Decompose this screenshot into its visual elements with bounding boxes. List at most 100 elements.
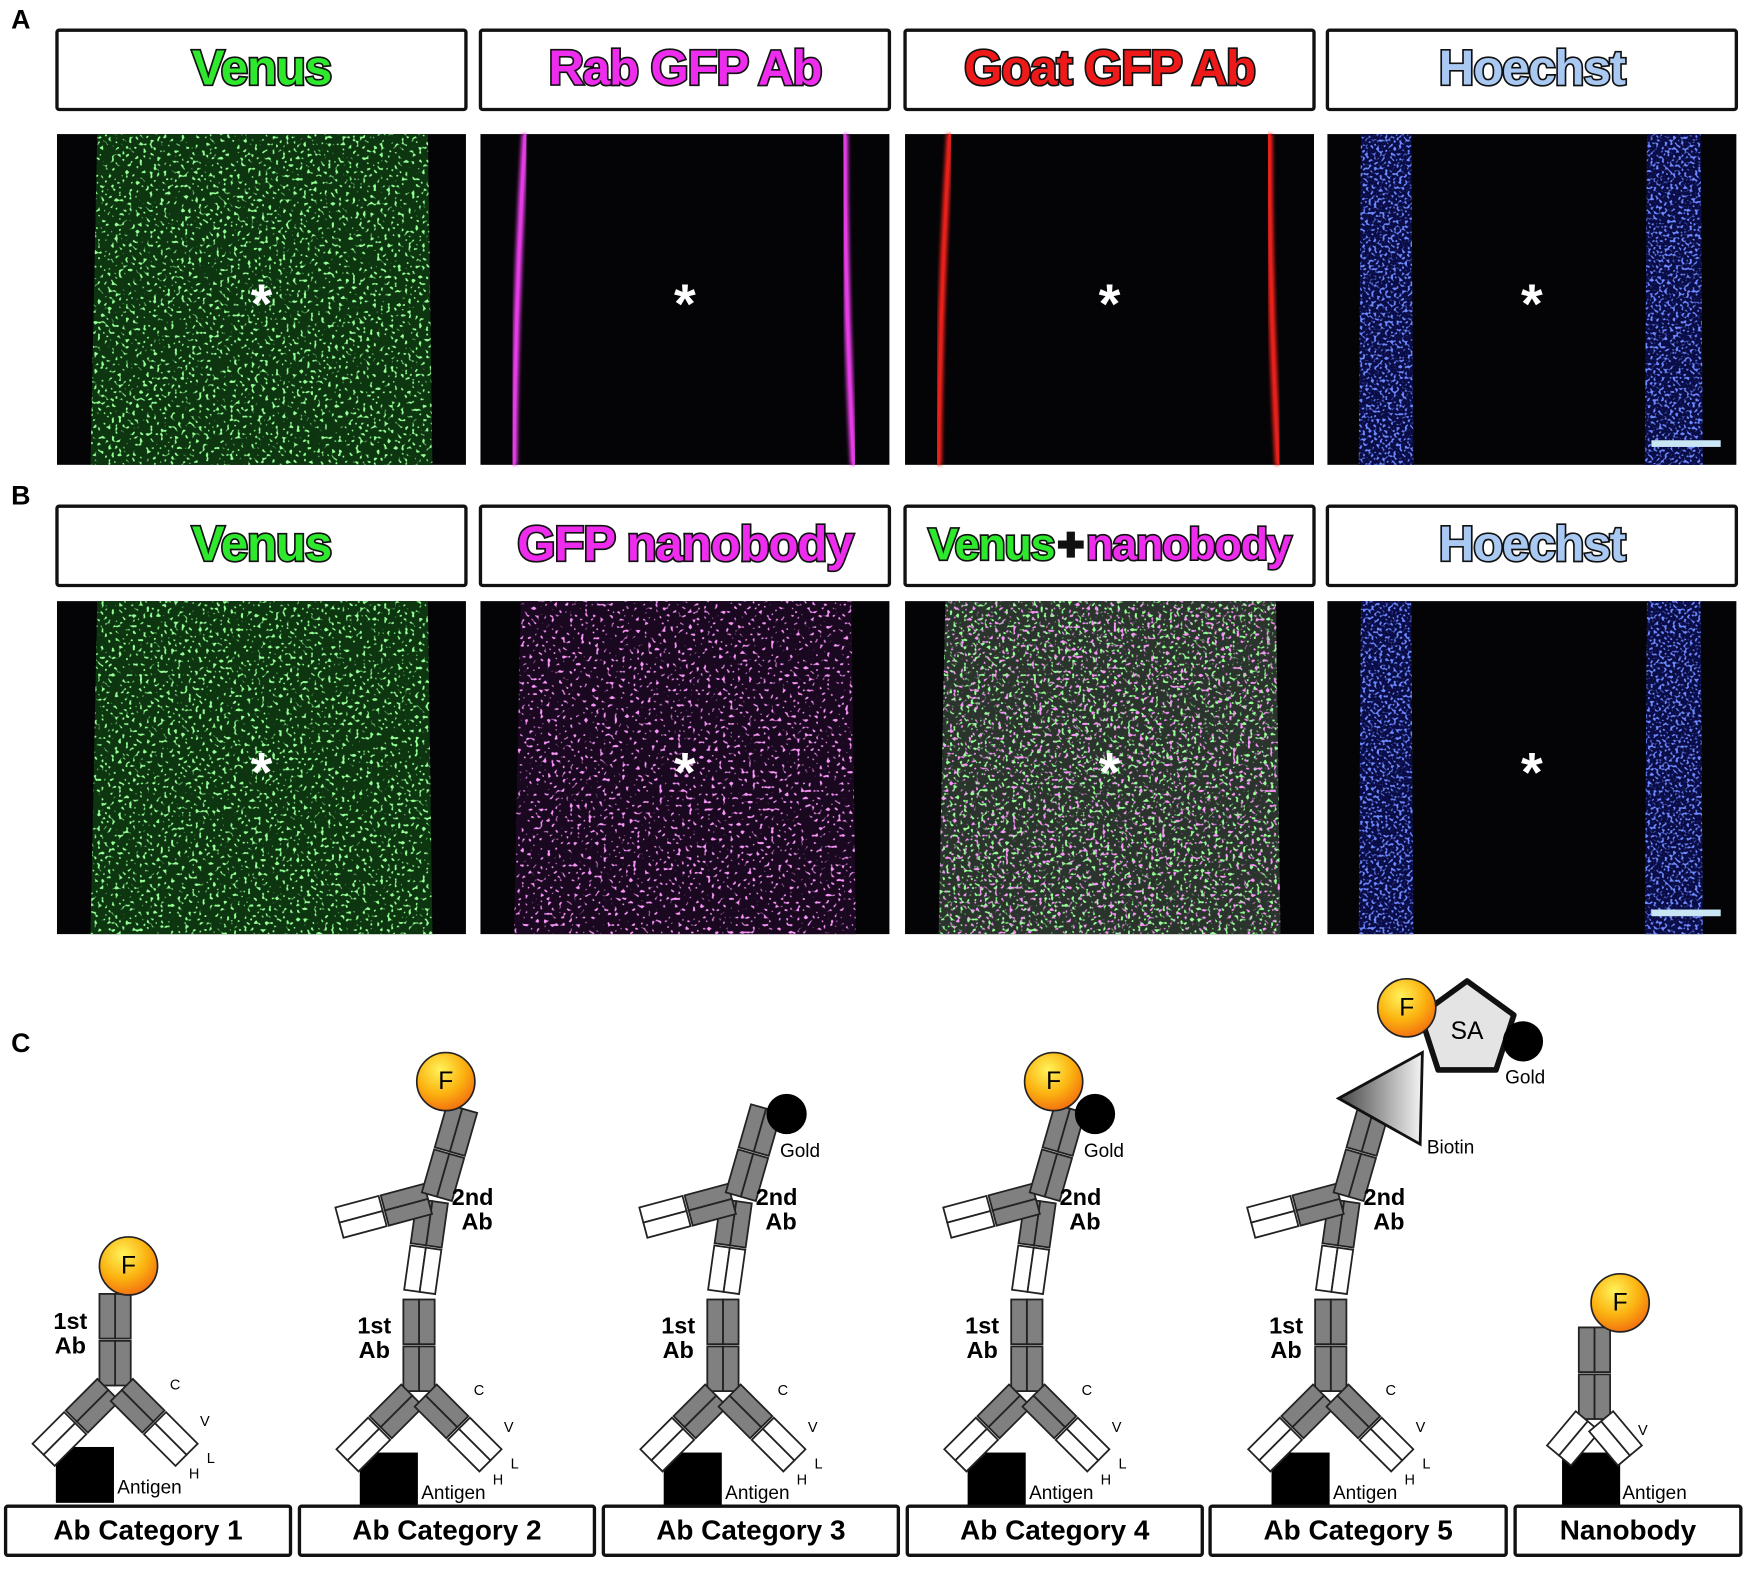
header-box [55,28,468,112]
domain [457,1416,503,1462]
domain [724,1148,755,1198]
diagram-label: Ab [359,1337,390,1363]
header-box [478,504,892,588]
diagram-label: Antigen [1029,1483,1093,1504]
domain [1332,1148,1363,1198]
diagram-label: Antigen [421,1483,485,1504]
diagram-label: Antigen [117,1477,181,1498]
domain [1577,1373,1596,1420]
micrograph: * [480,601,890,935]
domain [379,1394,425,1440]
diagram-label: L [815,1457,823,1473]
micrograph: * [905,133,1314,466]
diagram-label: L [511,1457,519,1473]
domain [98,1339,116,1387]
ab-chain [638,1182,738,1239]
tissue-edge [1267,134,1280,465]
domain [1599,1409,1644,1457]
micrograph: * [905,601,1314,935]
asterisk: * [1521,272,1543,335]
header-box [903,504,1316,588]
diagram-label: H [1405,1472,1415,1488]
ab-chain [1325,1383,1415,1473]
fluorophore [98,1236,159,1296]
micrograph: * [1327,134,1737,465]
domain [1330,1246,1355,1296]
domain [1314,1345,1332,1392]
domain [1025,1298,1044,1346]
category-name: Ab Category 4 [960,1514,1150,1545]
diagram-label: Ab [461,1209,492,1235]
panel-label: C [11,1028,30,1058]
domain [991,1197,1041,1227]
domain [346,1427,392,1473]
diagram-label: Antigen [1622,1483,1686,1504]
diagram-label: Ab [765,1209,796,1235]
category-box [297,1504,597,1558]
domain [1593,1373,1611,1420]
header-part: nanobody [1086,520,1292,569]
domain [683,1394,729,1440]
tissue-edge [937,133,952,465]
domain [1032,1383,1078,1429]
category-box [1208,1504,1508,1558]
ab-chain [1010,1298,1044,1392]
ab-chain [706,1298,740,1392]
domain [1026,1246,1051,1296]
antigen [663,1452,722,1509]
domain [75,1388,121,1434]
domain [120,1377,166,1423]
diagram-label: 1st [965,1313,999,1339]
diagram-label: 1st [357,1313,391,1339]
header-text: Hoechst [1439,516,1626,571]
asterisk: * [1099,740,1121,803]
domain [761,1416,807,1462]
gold-particle [1074,1093,1116,1135]
diagram-label: Ab [663,1337,694,1363]
diagram-label: Gold [1505,1067,1545,1088]
domain [420,1148,451,1198]
asterisk: * [1521,740,1543,803]
diagram-label: Ab [1270,1337,1301,1363]
biotin [1335,1050,1424,1147]
domain [114,1293,132,1340]
asterisk: * [674,272,696,335]
domain [987,1394,1033,1440]
domain [1329,1345,1348,1392]
domain [1025,1345,1044,1392]
header-text: GFP nanobody [517,516,854,571]
diagram-label: 1st [1269,1313,1303,1339]
diagram-label: H [493,1472,503,1488]
diagram-label: Ab [55,1333,86,1359]
header-box [903,28,1316,112]
category-name: Ab Category 3 [656,1514,845,1545]
domain [402,1345,420,1392]
diagram-label: C [1386,1383,1396,1399]
ab-chain [1028,1103,1087,1203]
ab-chain [943,1383,1033,1473]
domain [1258,1427,1304,1473]
diagram-label: SA [1451,1018,1484,1045]
header-part: Hoechst [1439,516,1626,571]
diagram-label: V [808,1420,818,1436]
micrograph: * [56,134,466,465]
domain [418,1246,443,1296]
micrograph: * [1327,601,1737,935]
domain [153,1410,199,1457]
diagram-label: V [1112,1420,1122,1436]
diagram-label: V [1416,1420,1426,1436]
category-name: Ab Category 5 [1263,1514,1452,1545]
speckle [90,601,433,935]
micrograph: * [56,601,466,935]
diagram-label: V [1638,1423,1648,1439]
ab-chain [1246,1383,1337,1473]
domain [1010,1298,1028,1346]
header-box [55,504,468,588]
domain [383,1197,434,1227]
diagram-label: F [121,1253,136,1280]
diagram-label: C [170,1377,180,1393]
asterisk: * [674,740,696,803]
ab-chain [413,1383,503,1473]
